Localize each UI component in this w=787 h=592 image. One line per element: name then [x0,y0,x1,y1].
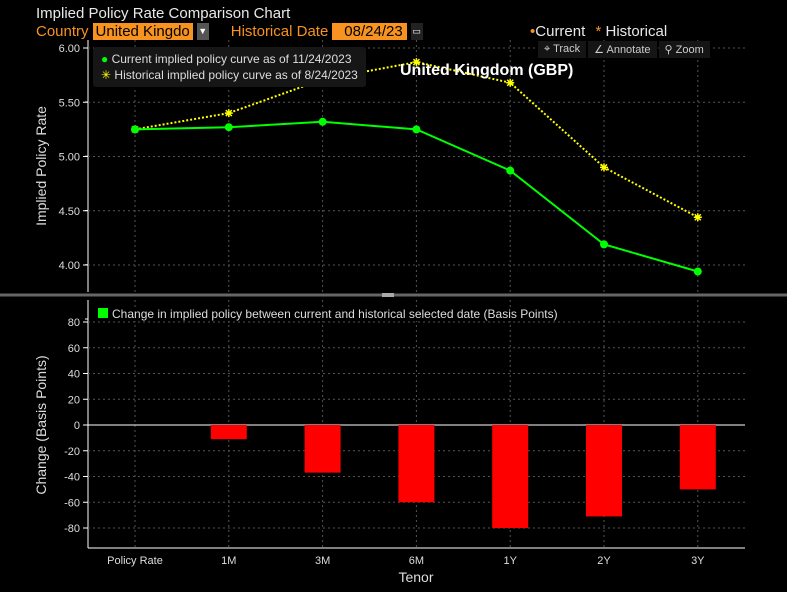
calendar-icon[interactable]: ▭ [410,23,423,40]
country-label: Country [36,23,89,40]
x-tick-label: 2Y [597,555,611,567]
legend-current: Current [535,23,586,40]
bar-6M [398,425,435,503]
x-tick-label: 6M [409,555,424,567]
zoom-button[interactable]: ⚲ Zoom [658,41,710,58]
y-tick-label: 0 [74,420,80,432]
divider-handle [382,293,394,297]
historical-point [412,58,421,67]
line-legend: ● Current implied policy curve as of 11/… [93,47,366,87]
toolbar: ⌖ Track ∠ Annotate ⚲ Zoom [538,41,710,58]
country-select[interactable]: United Kingdo [92,23,193,40]
historical-point [506,78,515,87]
x-tick-label: 3M [315,555,330,567]
current-point [224,123,233,132]
legend-series-current: Current implied policy curve as of 11/24… [111,52,352,66]
current-point [131,125,139,134]
x-tick-label: 1M [221,555,236,567]
y-tick-label: 40 [68,369,80,381]
y-tick-label: 5.00 [59,152,80,164]
legend-series-change: Change in implied policy between current… [112,307,558,321]
y-axis-label-bottom: Change (Basis Points) [33,355,49,494]
current-point [412,125,421,134]
y-tick-label: 4.50 [59,206,80,218]
historical-date-label: Historical Date [230,23,329,40]
pen-icon: ∠ [594,44,605,56]
bar-2Y [586,425,622,517]
magnifier-icon: ⚲ [664,44,673,56]
controls: Country United Kingdo ▼ Historical Date 0… [36,23,423,40]
current-point [600,240,608,249]
x-tick-label: 1Y [503,555,517,567]
y-tick-label: -80 [64,523,80,535]
y-tick-label: -40 [64,472,80,484]
x-tick-label: Policy Rate [107,555,163,567]
y-tick-label: 80 [68,317,80,329]
historical-point [224,109,233,118]
x-axis-label: Tenor [398,569,433,585]
y-tick-label: -20 [64,446,80,458]
bar-3Y [679,425,716,490]
bar-1M [210,425,247,440]
y-tick-label: 60 [68,343,80,355]
bar-3M [304,425,341,473]
zoom-label: Zoom [675,44,704,56]
historical-point [600,163,608,172]
track-label: Track [553,43,581,55]
y-tick-label: 4.00 [59,260,80,272]
historical-point [693,213,702,222]
y-tick-label: 20 [68,394,80,406]
bar-legend: Change in implied policy between current… [98,307,558,321]
x-tick-label: 3Y [691,555,705,567]
top-legend: •Current * Historical [530,23,668,40]
y-tick-label: 6.00 [59,43,80,55]
annotate-button[interactable]: ∠ Annotate [588,41,657,58]
chevron-down-icon[interactable]: ▼ [196,23,209,40]
historical-date-input[interactable]: 08/24/23 [332,23,407,40]
crosshair-icon: ⌖ [544,43,551,55]
y-axis-label-top: Implied Policy Rate [33,106,49,226]
chart-title: Implied Policy Rate Comparison Chart [36,5,291,22]
track-button[interactable]: ⌖ Track [538,41,587,58]
chart-subtitle: United Kingdom (GBP) [400,62,574,79]
legend-historical: Historical [605,23,668,40]
bar-1Y [492,425,529,528]
current-point [506,166,515,175]
current-point [693,267,702,276]
y-tick-label: -60 [64,497,80,509]
legend-series-historical: Historical implied policy curve as of 8/… [114,68,358,82]
annotate-label: Annotate [606,44,651,56]
y-tick-label: 5.50 [59,97,80,109]
current-point [318,117,327,126]
